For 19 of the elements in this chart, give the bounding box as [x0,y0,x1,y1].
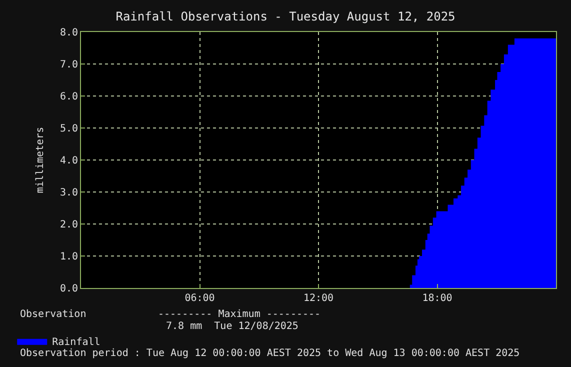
legend-label: Rainfall [52,336,100,348]
y-axis-title: millimeters [34,126,46,194]
y-tick-label: 0.0 [60,284,78,294]
y-tick-label: 2.0 [60,220,78,230]
x-tick-label: 12:00 [303,293,334,304]
y-tick-label: 8.0 [60,28,78,38]
y-tick-label: 4.0 [60,156,78,166]
y-tick-label: 3.0 [60,188,78,198]
y-tick-label: 6.0 [60,92,78,102]
x-tick-label: 06:00 [184,293,215,304]
y-tick-label: 7.0 [60,60,78,70]
y-tick-label: 5.0 [60,124,78,134]
y-tick-label: 1.0 [60,252,78,262]
text: --------- Maximum --------- [158,309,321,320]
text: Observation period : Tue Aug 12 00:00:00 AEST 2025 to Wed Aug 13 00:00:00 AEST 2025 [20,348,520,359]
x-tick-label: 18:00 [422,293,452,304]
chart-title: Rainfall Observations - Tuesday August 12, 2025 [116,10,456,24]
text: Observation [20,309,86,320]
text: 7.8 mm Tue 12/08/2025 [166,321,298,332]
